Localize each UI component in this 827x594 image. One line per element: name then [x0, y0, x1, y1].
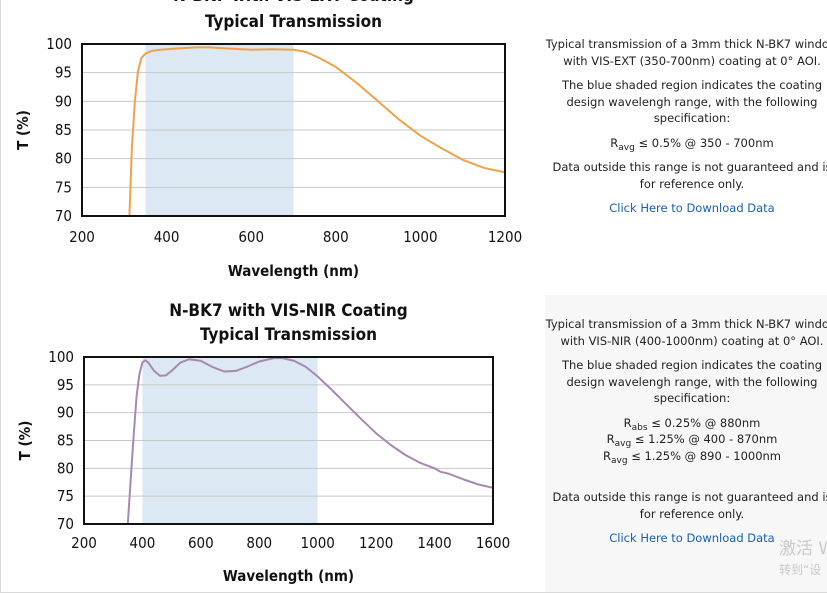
x-tick-label: 200	[69, 228, 95, 246]
description-text: Typical transmission of a 3mm thick N-BK…	[545, 37, 827, 68]
chart-title: N-BK7 with VIS-EXT Coating	[173, 0, 414, 6]
chart-title: N-BK7 with VIS-NIR Coating	[169, 301, 407, 321]
y-tick-label: 95	[57, 376, 74, 394]
x-tick-label: 200	[71, 534, 97, 552]
x-tick-label: 1000	[403, 228, 437, 246]
download-data-link[interactable]: Click Here to Download Data	[609, 531, 775, 545]
shaded-region-text: The blue shaded region indicates the coa…	[561, 358, 823, 405]
series-line	[128, 46, 506, 217]
x-tick-label: 1400	[417, 534, 451, 552]
x-axis-label: Wavelength (nm)	[223, 567, 354, 585]
y-tick-label: 80	[57, 459, 74, 477]
plot-frame	[81, 43, 506, 217]
spec-value: ≤ 1.25% @ 890 - 1000nm	[627, 448, 782, 463]
y-axis-label: T (%)	[16, 421, 34, 461]
plot-frame	[83, 356, 494, 525]
watermark-line-1: 激活 W	[779, 539, 827, 559]
reference-note: Data outside this range is not guarantee…	[552, 160, 827, 191]
y-axis-label: T (%)	[14, 110, 32, 150]
chart-subtitle: Typical Transmission	[200, 325, 377, 345]
spec-value: ≤ 1.25% @ 400 - 870nm	[631, 432, 778, 446]
spec-line: Ravg ≤ 1.25% @ 400 - 870nm	[545, 431, 827, 449]
spec-list: Rabs ≤ 0.25% @ 880nm Ravg ≤ 1.25% @ 400 …	[545, 415, 827, 466]
y-tick-label: 80	[55, 150, 72, 168]
y-tick-label: 85	[57, 432, 74, 450]
info-vis-nir: Typical transmission of a 3mm thick N-BK…	[545, 316, 827, 547]
x-tick-label: 800	[246, 534, 272, 552]
chart-cell-vis-ext: 100 95 90 85 80 75 70 200 400 600 800 1000 1200 N-BK7…	[0, 0, 546, 295]
watermark-line-2: 转到“设	[779, 563, 822, 577]
x-axis-label: Wavelength (nm)	[228, 262, 359, 280]
spec-value: ≤ 0.25% @ 880nm	[647, 415, 761, 430]
y-tick-label: 75	[57, 487, 74, 505]
x-tick-label: 600	[238, 228, 264, 246]
spec-symbol: R	[623, 415, 632, 430]
x-tick-label: 1200	[488, 228, 522, 246]
spec-symbol: R	[610, 135, 619, 150]
y-tick-label: 90	[57, 404, 74, 422]
spec-subscript: avg	[614, 439, 632, 449]
y-tick-label: 100	[48, 348, 74, 366]
reference-note: Data outside this range is not guarantee…	[552, 490, 827, 521]
x-tick-label: 400	[154, 228, 180, 246]
y-tick-label: 70	[55, 207, 72, 225]
spec-line: Ravg ≤ 0.5% @ 350 - 700nm	[545, 135, 827, 153]
x-tick-label: 400	[130, 534, 156, 552]
spec-symbol: R	[602, 448, 611, 463]
x-tick-label: 800	[323, 228, 349, 246]
shaded-region-text: The blue shaded region indicates the coa…	[561, 78, 823, 125]
x-tick-label: 600	[188, 534, 214, 552]
y-tick-label: 90	[55, 92, 72, 110]
download-data-link[interactable]: Click Here to Download Data	[609, 201, 775, 215]
y-tick-label: 70	[57, 515, 74, 533]
spec-line: Ravg ≤ 1.25% @ 890 - 1000nm	[545, 448, 827, 466]
y-tick-label: 100	[46, 35, 72, 53]
chart-cell-vis-nir: 100 95 90 85 80 75 70 200 400 600 800 1000 1200 1400 1…	[0, 295, 546, 592]
y-tick-label: 95	[55, 64, 72, 82]
chart-vis-ext: 100 95 90 85 80 75 70 200 400 600 800 1000 1200 N-BK7…	[14, 0, 522, 280]
x-tick-label: 1000	[301, 534, 335, 552]
chart-subtitle: Typical Transmission	[205, 12, 382, 32]
spec-line: Rabs ≤ 0.25% @ 880nm	[545, 415, 827, 433]
spec-subscript: avg	[618, 142, 635, 153]
x-tick-label: 1600	[476, 534, 510, 552]
info-cell-vis-nir: Typical transmission of a 3mm thick N-BK…	[545, 295, 827, 592]
x-tick-label: 1200	[359, 534, 393, 552]
description-text: Typical transmission of a 3mm thick N-BK…	[545, 317, 827, 348]
spec-subscript: abs	[631, 422, 648, 433]
info-cell-vis-ext: Typical transmission of a 3mm thick N-BK…	[545, 0, 827, 295]
product-row-vis-ext: 100 95 90 85 80 75 70 200 400 600 800 1000 1200 N-BK7…	[0, 0, 827, 296]
spec-subscript: avg	[610, 455, 628, 466]
y-tick-label: 75	[55, 178, 72, 196]
product-row-vis-nir: 100 95 90 85 80 75 70 200 400 600 800 1000 1200 1400 1…	[0, 295, 827, 593]
y-tick-label: 85	[55, 121, 72, 139]
series-line	[126, 357, 494, 525]
info-vis-ext: Typical transmission of a 3mm thick N-BK…	[545, 36, 827, 217]
spec-value: ≤ 0.5% @ 350 - 700nm	[634, 135, 774, 150]
spec-symbol: R	[606, 432, 615, 446]
